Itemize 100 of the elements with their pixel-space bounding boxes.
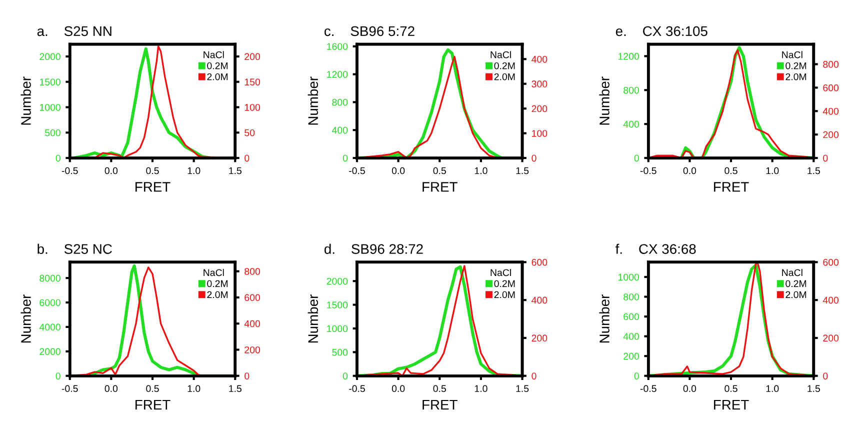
legend-label: 0.2M: [207, 280, 228, 288]
x-tick-label: 1.5: [229, 167, 242, 174]
legend-label: 2.0M: [786, 291, 806, 298]
y-tick-label: 1000: [618, 274, 639, 281]
y2-tick-label: 400: [822, 296, 839, 304]
legend-label: 2.0M: [494, 73, 515, 80]
y2-tick-label: 200: [532, 105, 548, 112]
x-tick-label: 1.0: [766, 385, 779, 392]
y-tick-label: 800: [624, 293, 639, 300]
y-tick-label: 800: [624, 86, 639, 94]
y2-tick-label: 400: [822, 108, 839, 115]
y-tick-label: 8000: [40, 274, 60, 282]
y-tick-label: 500: [45, 129, 60, 136]
y2-tick-label: 100: [532, 130, 548, 137]
legend-label: 0.2M: [786, 280, 806, 288]
x-tick-label: 0.0: [392, 385, 405, 392]
y-axis-title: Number: [308, 76, 318, 125]
legend-title: NaCl: [204, 268, 224, 276]
y2-tick-label: 0: [532, 372, 536, 380]
y2-tick-label: 600: [823, 258, 839, 266]
x-tick-label: 1.5: [516, 167, 529, 174]
chart-title: d. SB96 28:72: [324, 244, 423, 254]
legend-label: 2.0M: [207, 291, 228, 298]
x-tick-label: -0.5: [62, 385, 78, 392]
y-tick-label: 1500: [327, 302, 348, 308]
y2-tick-label: 300: [532, 80, 548, 88]
y-tick-label: 0: [342, 154, 348, 162]
y-tick-label: 1000: [327, 325, 348, 332]
x-tick-label: 1.5: [516, 385, 529, 392]
y-tick-label: 400: [623, 120, 639, 128]
x-tick-label: 1.0: [766, 167, 779, 174]
x-tick-label: 0.0: [104, 385, 118, 392]
y-axis-title: Number: [599, 294, 610, 343]
legend-title: NaCl: [782, 51, 802, 58]
x-tick-label: -0.5: [349, 385, 365, 392]
y2-tick-label: 600: [244, 294, 260, 302]
legend-title: NaCl: [782, 268, 802, 276]
x-tick-label: 0.5: [146, 167, 159, 174]
x-axis-title: FRET: [136, 400, 170, 410]
legend-title: NaCl: [490, 51, 511, 58]
y2-tick-label: 150: [244, 78, 260, 86]
y-tick-label: 1200: [618, 52, 639, 60]
y-tick-label: 0: [56, 154, 60, 162]
y2-tick-label: 600: [532, 258, 548, 266]
x-tick-label: 0.0: [392, 167, 405, 174]
y-tick-label: 800: [332, 98, 348, 106]
x-tick-label: 0.0: [683, 167, 696, 174]
x-tick-label: 0.0: [104, 167, 118, 174]
y-axis-title: Number: [599, 76, 610, 125]
y2-tick-label: 200: [244, 346, 260, 354]
chart-title: c. SB96 5:72: [324, 26, 414, 36]
y-axis-title: Number: [20, 76, 31, 125]
x-tick-label: -0.5: [349, 167, 365, 174]
y2-tick-label: 50: [244, 129, 255, 136]
x-axis-title: FRET: [422, 182, 458, 192]
x-tick-label: 0.0: [683, 385, 696, 392]
y-axis-title: Number: [308, 294, 318, 343]
y-tick-label: 2000: [40, 348, 60, 356]
x-tick-label: -0.5: [640, 385, 656, 392]
y-tick-label: 500: [332, 348, 348, 356]
y2-tick-label: 0: [244, 372, 250, 380]
y-tick-label: 2000: [326, 278, 348, 285]
x-tick-label: 0.5: [433, 385, 446, 392]
legend-label: 0.2M: [786, 62, 806, 70]
y-tick-label: 400: [332, 126, 348, 134]
y-tick-label: 0: [342, 372, 348, 380]
chart-title: f. CX 36:68: [616, 244, 696, 254]
legend-title: NaCl: [204, 51, 224, 58]
y-tick-label: 0: [56, 372, 60, 380]
y2-tick-label: 400: [244, 320, 260, 328]
chart-title: e. CX 36:105: [616, 26, 708, 36]
y-tick-label: 400: [623, 333, 639, 340]
x-tick-label: 1.5: [808, 167, 820, 174]
x-tick-label: 0.5: [433, 167, 446, 174]
y-tick-label: 2000: [40, 53, 60, 60]
legend-label: 2.0M: [207, 73, 228, 80]
x-tick-label: 1.0: [188, 385, 200, 392]
legend-label: 2.0M: [494, 291, 515, 298]
y2-tick-label: 200: [823, 334, 839, 342]
y2-tick-label: 0: [823, 154, 828, 162]
x-tick-label: 1.0: [474, 167, 488, 174]
x-tick-label: -0.5: [640, 167, 656, 174]
y2-tick-label: 100: [244, 104, 260, 111]
legend-title: NaCl: [490, 268, 511, 276]
y-axis-title: Number: [20, 294, 31, 343]
legend-label: 0.2M: [494, 280, 515, 288]
y2-tick-label: 200: [244, 53, 260, 60]
x-tick-label: -0.5: [62, 167, 78, 174]
y2-tick-label: 200: [823, 131, 839, 138]
x-tick-label: 1.0: [188, 167, 200, 174]
y-tick-label: 200: [624, 352, 639, 360]
chart-title: b. S25 NC: [38, 244, 112, 254]
y2-tick-label: 0: [244, 154, 250, 162]
y2-tick-label: 800: [823, 60, 839, 68]
y2-tick-label: 400: [532, 296, 548, 304]
x-axis-title: FRET: [422, 400, 458, 410]
x-tick-label: 0.5: [724, 385, 738, 392]
y-tick-label: 1000: [40, 104, 60, 111]
legend-label: 2.0M: [786, 73, 806, 80]
x-tick-label: 0.5: [724, 167, 738, 174]
